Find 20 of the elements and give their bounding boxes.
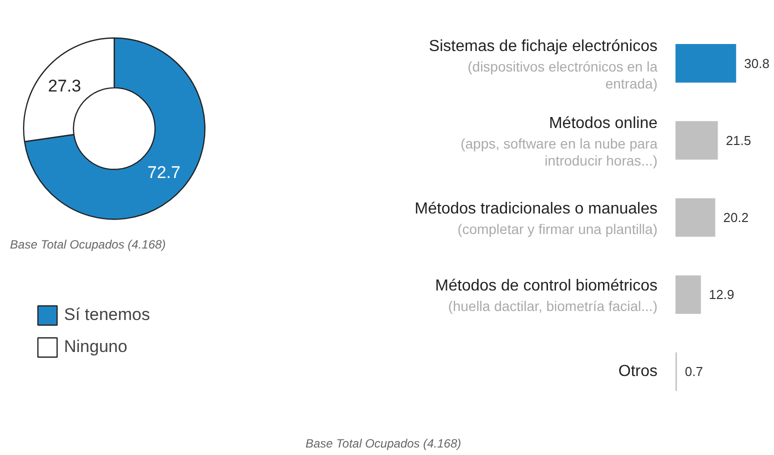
bar [675,121,718,160]
y-tick-label: Sistemas de fichaje electrónicos (dispositivos electrónicos en la entrada) [428,38,658,92]
bar [675,44,736,83]
legend-label: Ninguno [64,337,128,357]
data-label: 20.2 [723,210,749,225]
y-tick-label: Otros [618,363,658,380]
data-label: 12.9 [708,287,734,302]
text: Base Total Ocupados (4.168) [306,436,462,450]
data-label: 0.7 [684,364,703,380]
y-tick-label: Métodos tradicionales o manuales (completar y firmar una plantilla) [414,200,658,237]
y-tick-label: Métodos online (apps, software en la nube para introducir horas...) [460,114,658,168]
data-label: 27.3 [48,76,82,96]
data-label: 72.7 [147,162,180,182]
y-tick-label: Métodos de control biométricos (huella dactilar, biometría facial...) [435,278,658,314]
bar [675,198,716,237]
data-label: 30.8 [744,56,770,71]
bar [675,275,701,314]
data-label: 21.5 [726,132,752,148]
legend-label: Sí tenemos [64,305,150,325]
text: Base Total Ocupados (4.168) [10,238,166,252]
